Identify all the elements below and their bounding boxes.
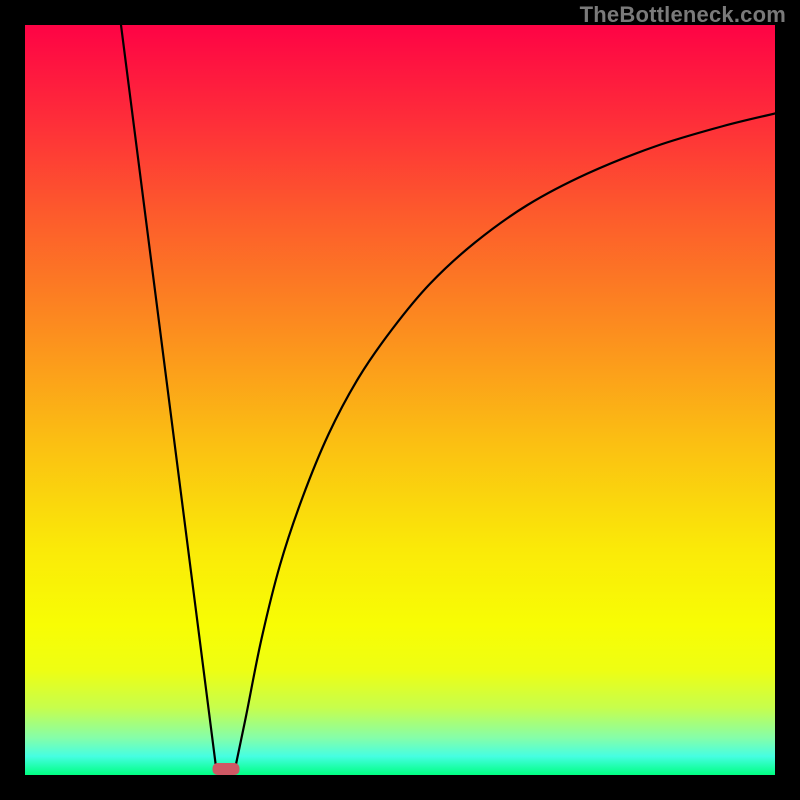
- watermark: TheBottleneck.com: [580, 2, 786, 28]
- optimum-marker: [213, 763, 240, 775]
- plot-background: [25, 25, 775, 775]
- chart-container: TheBottleneck.com: [0, 0, 800, 800]
- bottleneck-chart: [0, 0, 800, 800]
